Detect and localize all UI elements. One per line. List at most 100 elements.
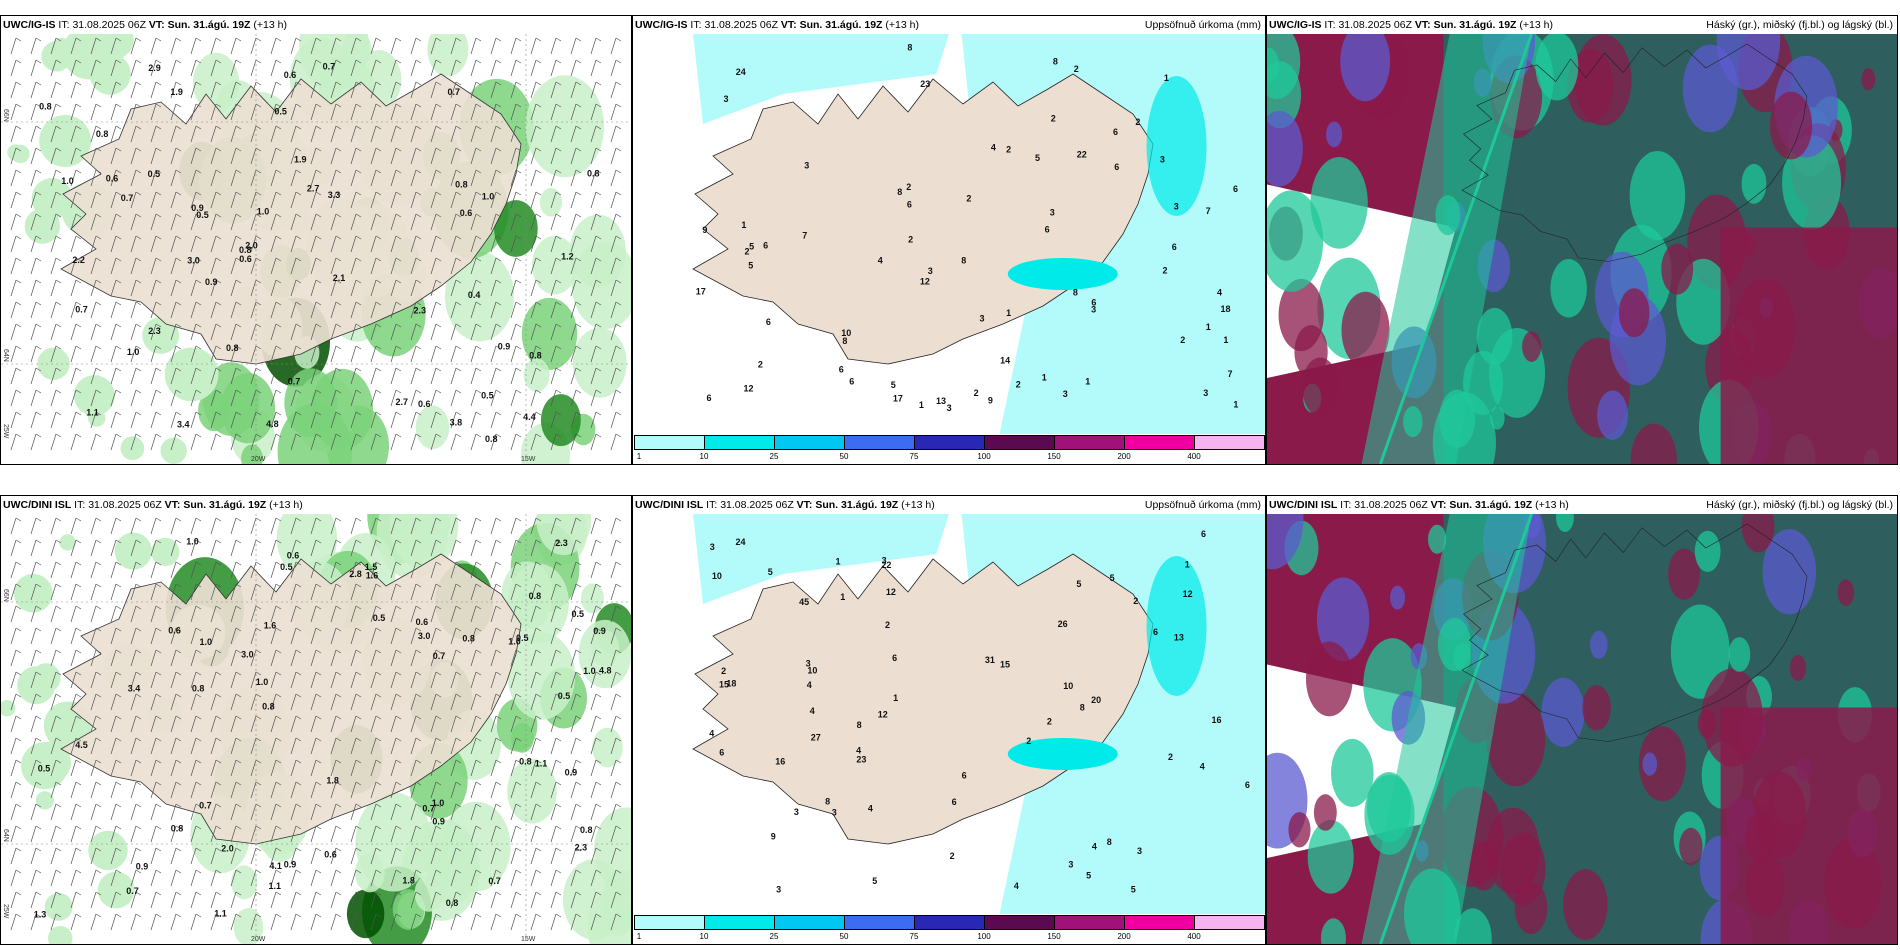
cloud-blob [1313,794,1337,831]
value-label: 1.2 [561,252,574,262]
cloud-cover-map[interactable] [1267,514,1897,944]
colorbar-tick: 50 [839,932,849,941]
wind-barb [430,759,442,777]
wind-barb [10,323,22,341]
wind-barb [570,913,582,931]
wind-barb [190,913,202,931]
value-label: 0.8 [192,684,205,694]
wind-barb [430,649,442,667]
wind-barb [470,345,482,363]
wind-barb [30,213,42,231]
cloud-blob [1307,820,1354,894]
value-label: 2 [1163,265,1168,275]
value-label: 15 [1000,660,1010,670]
cloud-cover-map[interactable] [1267,34,1897,464]
wind-barb [250,191,262,209]
wind-barb [90,847,102,865]
wind-barb [610,517,622,535]
wind-barb [150,125,162,143]
wind-precip-map[interactable]: 66N 64N 25W 20W 15W 1.0 0.8 0.8 4.8 2.3 2.8 0.5 0.5 3… [1,514,631,944]
value-label: 6 [1091,297,1096,307]
value-label: 2.2 [72,255,85,265]
panel-title: Uppsöfnuð úrkoma (mm) [1144,499,1261,511]
wind-barb [290,37,302,55]
wind-barb [250,671,262,689]
value-label: 45 [799,597,809,607]
wind-barb [470,825,482,843]
wind-barb [530,517,542,535]
wind-barb [30,257,42,275]
wind-barb [450,605,462,623]
wind-barb [270,367,282,385]
wind-barb [350,891,362,909]
value-label: 8 [825,797,830,807]
wind-barb [570,81,582,99]
wind-barb [90,301,102,319]
value-label: 0.6 [284,70,297,80]
cloud-blob [1427,524,1447,554]
wind-barb [530,169,542,187]
wind-barb [170,737,182,755]
panel-title: Háský (gr.), miðský (fj.bl.) og lágský (… [1706,499,1893,511]
axis-label-64n: 64N [2,829,9,842]
wind-barb [290,891,302,909]
wind-barb [410,191,422,209]
precip-blob [1,699,16,717]
wind-barb [90,59,102,77]
wind-barb [410,913,422,931]
value-label: 0.5 [280,562,293,572]
wind-barb [390,345,402,363]
wind-barb [230,517,242,535]
value-label: 17 [696,287,706,297]
wind-barb [590,59,602,77]
wind-barb [90,759,102,777]
precip-blob [160,437,187,464]
wind-barb [30,125,42,143]
value-label: 16 [775,756,785,766]
wind-barb [150,81,162,99]
wind-barb [210,433,222,451]
wind-barb [610,389,622,407]
wind-barb [110,891,122,909]
wind-barb [210,389,222,407]
wind-barb [130,213,142,231]
wind-precip-map[interactable]: 66N 64N 25W 20W 15W 1.0 2.7 2.1 2.2 1.9 2.9 4.8 1.0 2… [1,34,631,464]
accumulated-precip-map[interactable]: 8 12 4 18 13 3 4 16 20 3 12 4 6 6 2 3 5 8 6 22 23 5 9 6 26 6 5 8 5 27… [633,514,1265,914]
value-label: 0.7 [448,87,461,97]
wind-barb [110,671,122,689]
wind-barb [290,583,302,601]
axis-label-66n: 66N [2,589,9,602]
wind-barb [290,693,302,711]
wind-barb [290,671,302,689]
wind-barb [330,517,342,535]
wind-barb [30,869,42,887]
wind-barb [330,825,342,843]
wind-barb [570,869,582,887]
wind-barb [50,913,62,931]
wind-barb [290,605,302,623]
wind-barb [10,257,22,275]
wind-barb [110,803,122,821]
wind-barb [430,825,442,843]
cloud-blob [1741,514,1775,553]
wind-barb [370,517,382,535]
wind-barb [550,411,562,429]
value-label: 0.6 [416,617,429,627]
wind-barb [250,59,262,77]
wind-barb [370,891,382,909]
wind-barb [170,605,182,623]
wind-barb [310,367,322,385]
wind-barb [390,715,402,733]
wind-barb [350,627,362,645]
value-label: 8 [1080,702,1085,712]
wind-barb [10,781,22,799]
wind-barb [330,345,342,363]
wind-barb [490,59,502,77]
wind-barb [130,649,142,667]
iceland-land [60,73,522,365]
wind-barb [70,411,82,429]
accumulated-precip-map[interactable]: 6 2 1 5 6 6 4 6 6 3 8 9 13 2 1 1 17 2 5 8 6 22 3 3 4 5 7 8 17 3 6 7 8 9 8 6… [633,34,1265,434]
wind-barb [330,561,342,579]
value-label: 4 [868,804,873,814]
value-label: 0.8 [580,825,593,835]
